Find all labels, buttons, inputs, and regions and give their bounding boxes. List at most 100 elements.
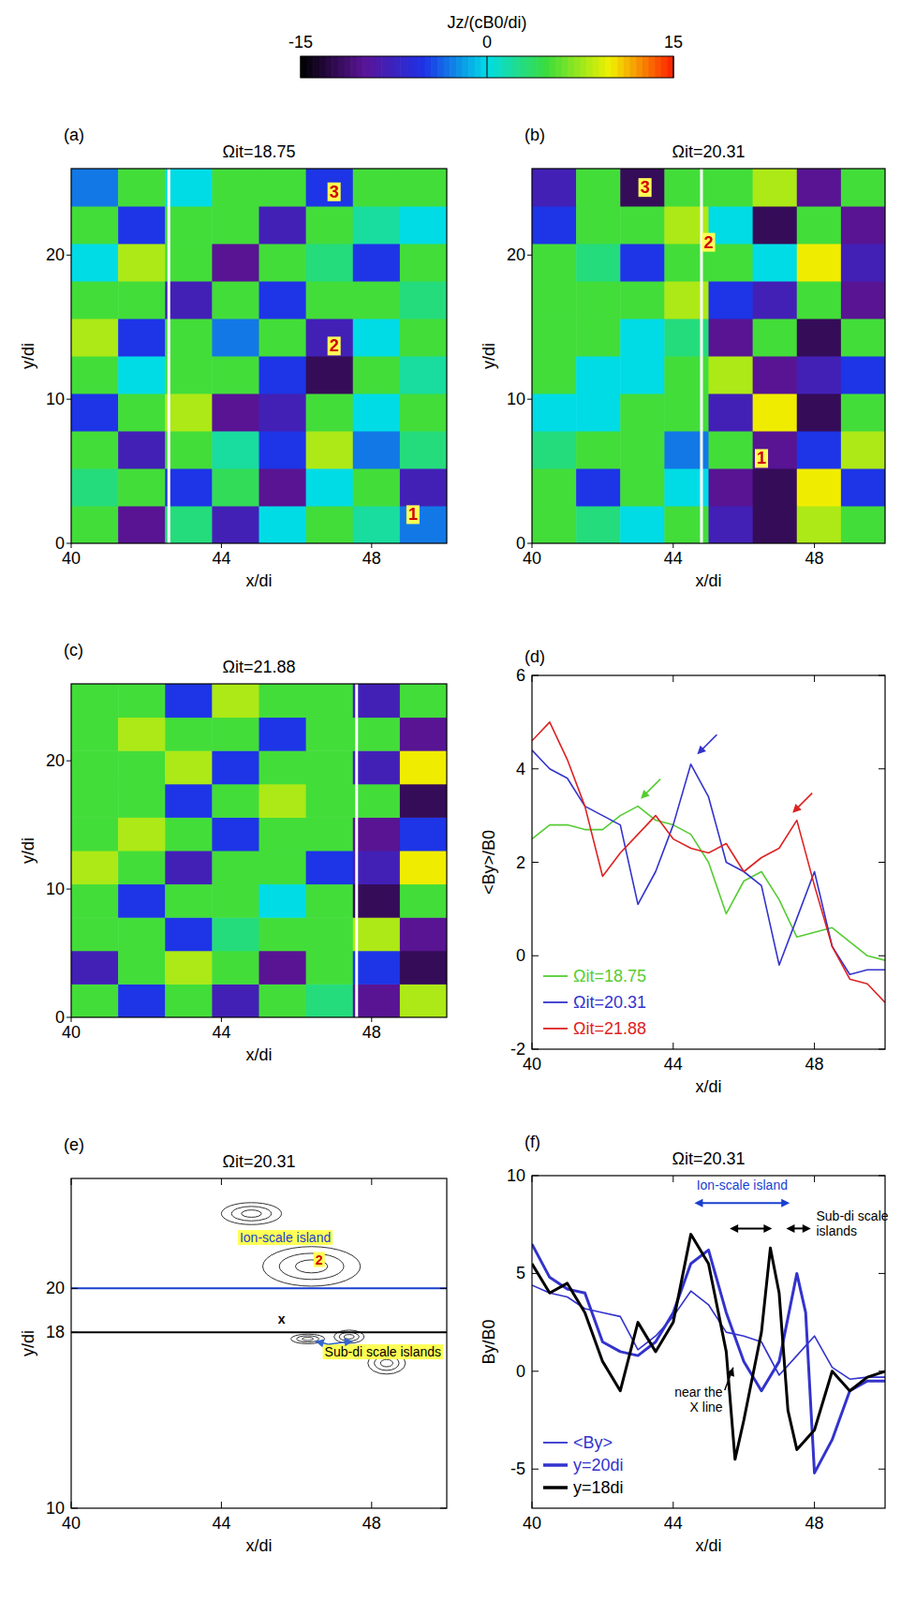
island-contour [241,1210,262,1218]
panel-letter: (f) [524,1132,541,1152]
heat-cell [576,243,621,282]
plot-area [531,1175,886,1508]
heat-cell [211,750,260,784]
cut-line [71,1286,447,1289]
x-tick-label: 48 [805,1513,825,1533]
legend-label: Ωit=18.75 [573,966,647,986]
plot-area [71,1178,447,1508]
heat-cell [399,816,447,851]
y-tick [66,1017,72,1019]
heat-cell [753,206,798,245]
frame [71,1178,447,1508]
heat-cell [306,950,355,985]
frame [531,675,886,1049]
x-tick [672,1042,674,1049]
colorbar-tick [673,56,675,78]
colorbar-title: Jz/(cB0/di) [446,13,527,32]
x-tick [71,1178,73,1185]
heat-cell [118,783,166,818]
y-tick [531,861,539,863]
series-line [531,1234,886,1460]
y-tick [531,768,539,769]
colorbar-cell [381,56,388,78]
y-tick [66,254,72,256]
annotation-bg [327,336,341,355]
heat-cell [164,468,213,507]
heat-cell [306,393,355,432]
heat-cell [353,750,401,784]
annotation: Sub-di scaleislands [815,1208,888,1239]
colorbar-cell [493,56,501,78]
heat-cell [797,355,842,395]
panel-title: Ωit=20.31 [221,1152,296,1171]
y-tick [440,1331,447,1333]
heat-cell [841,430,886,470]
heat-cell [118,430,166,470]
heat-cell [211,816,260,851]
heat-cell [118,950,166,985]
heat-cell [306,430,355,470]
arrow-head [781,1198,790,1208]
heat-cell [353,783,401,818]
heat-cell [841,243,886,282]
heat-cell [259,243,308,282]
heat-cell [841,206,886,245]
heat-cell [259,850,308,885]
heat-cell [211,916,260,951]
heat-cell [164,168,213,207]
arrow-head [802,1224,812,1233]
heat-cell [118,983,166,1018]
colorbar-cell [524,56,532,78]
heat-cell [797,393,842,432]
series-line [531,750,886,975]
heat-cell [353,916,401,951]
y-tick [878,1272,886,1274]
x-axis-title: x/di [694,1536,722,1555]
island-contour [339,1331,359,1341]
heat-cell [306,280,355,320]
y-tick-label: 10 [45,879,65,899]
arrow-head [729,1224,739,1233]
heat-cell [118,916,166,951]
heat-cell [531,280,577,320]
heat-cell [753,505,798,544]
x-tick-label: 48 [362,1513,382,1533]
island-contour [221,1202,281,1225]
colorbar-cell [474,56,482,78]
y-tick [527,398,532,400]
heat-cell [531,206,577,245]
colorbar-cell [574,56,581,78]
colorbar-cell [406,56,414,78]
heat-cell [211,850,260,885]
x-tick [71,1501,73,1508]
heat-cell [399,850,447,885]
heat-cell [620,243,665,282]
colorbar-cell [648,56,655,78]
y-axis-title: y/di [479,342,499,370]
annotation-bg [406,504,420,524]
panel: 40444801020x/diy/diΩit=21.88(c) [18,640,448,1064]
colorbar-cell [666,56,674,78]
y-tick [527,254,532,256]
panel-letter: (e) [63,1135,85,1154]
y-tick [66,760,72,762]
colorbar-cell [512,56,519,78]
heat-cell [399,243,447,282]
heat-cell [399,280,447,320]
heat-cell [71,355,119,395]
legend-label: Ωit=20.31 [573,992,647,1012]
y-tick-label: 0 [55,533,65,553]
annotation: 3 [329,182,340,202]
y-tick [531,955,539,957]
x-tick [221,1178,222,1185]
annotation-line: Sub-di scale [815,1208,888,1224]
x-tick [531,543,533,548]
colorbar-cell [499,56,506,78]
annotation-line: islands [815,1223,857,1239]
x-tick-label: 44 [664,548,683,568]
plot-area [71,683,447,1018]
heat-cell [164,850,213,885]
colorbar-cell [456,56,463,78]
arrow-head [785,1224,795,1233]
heat-cell [164,916,213,951]
